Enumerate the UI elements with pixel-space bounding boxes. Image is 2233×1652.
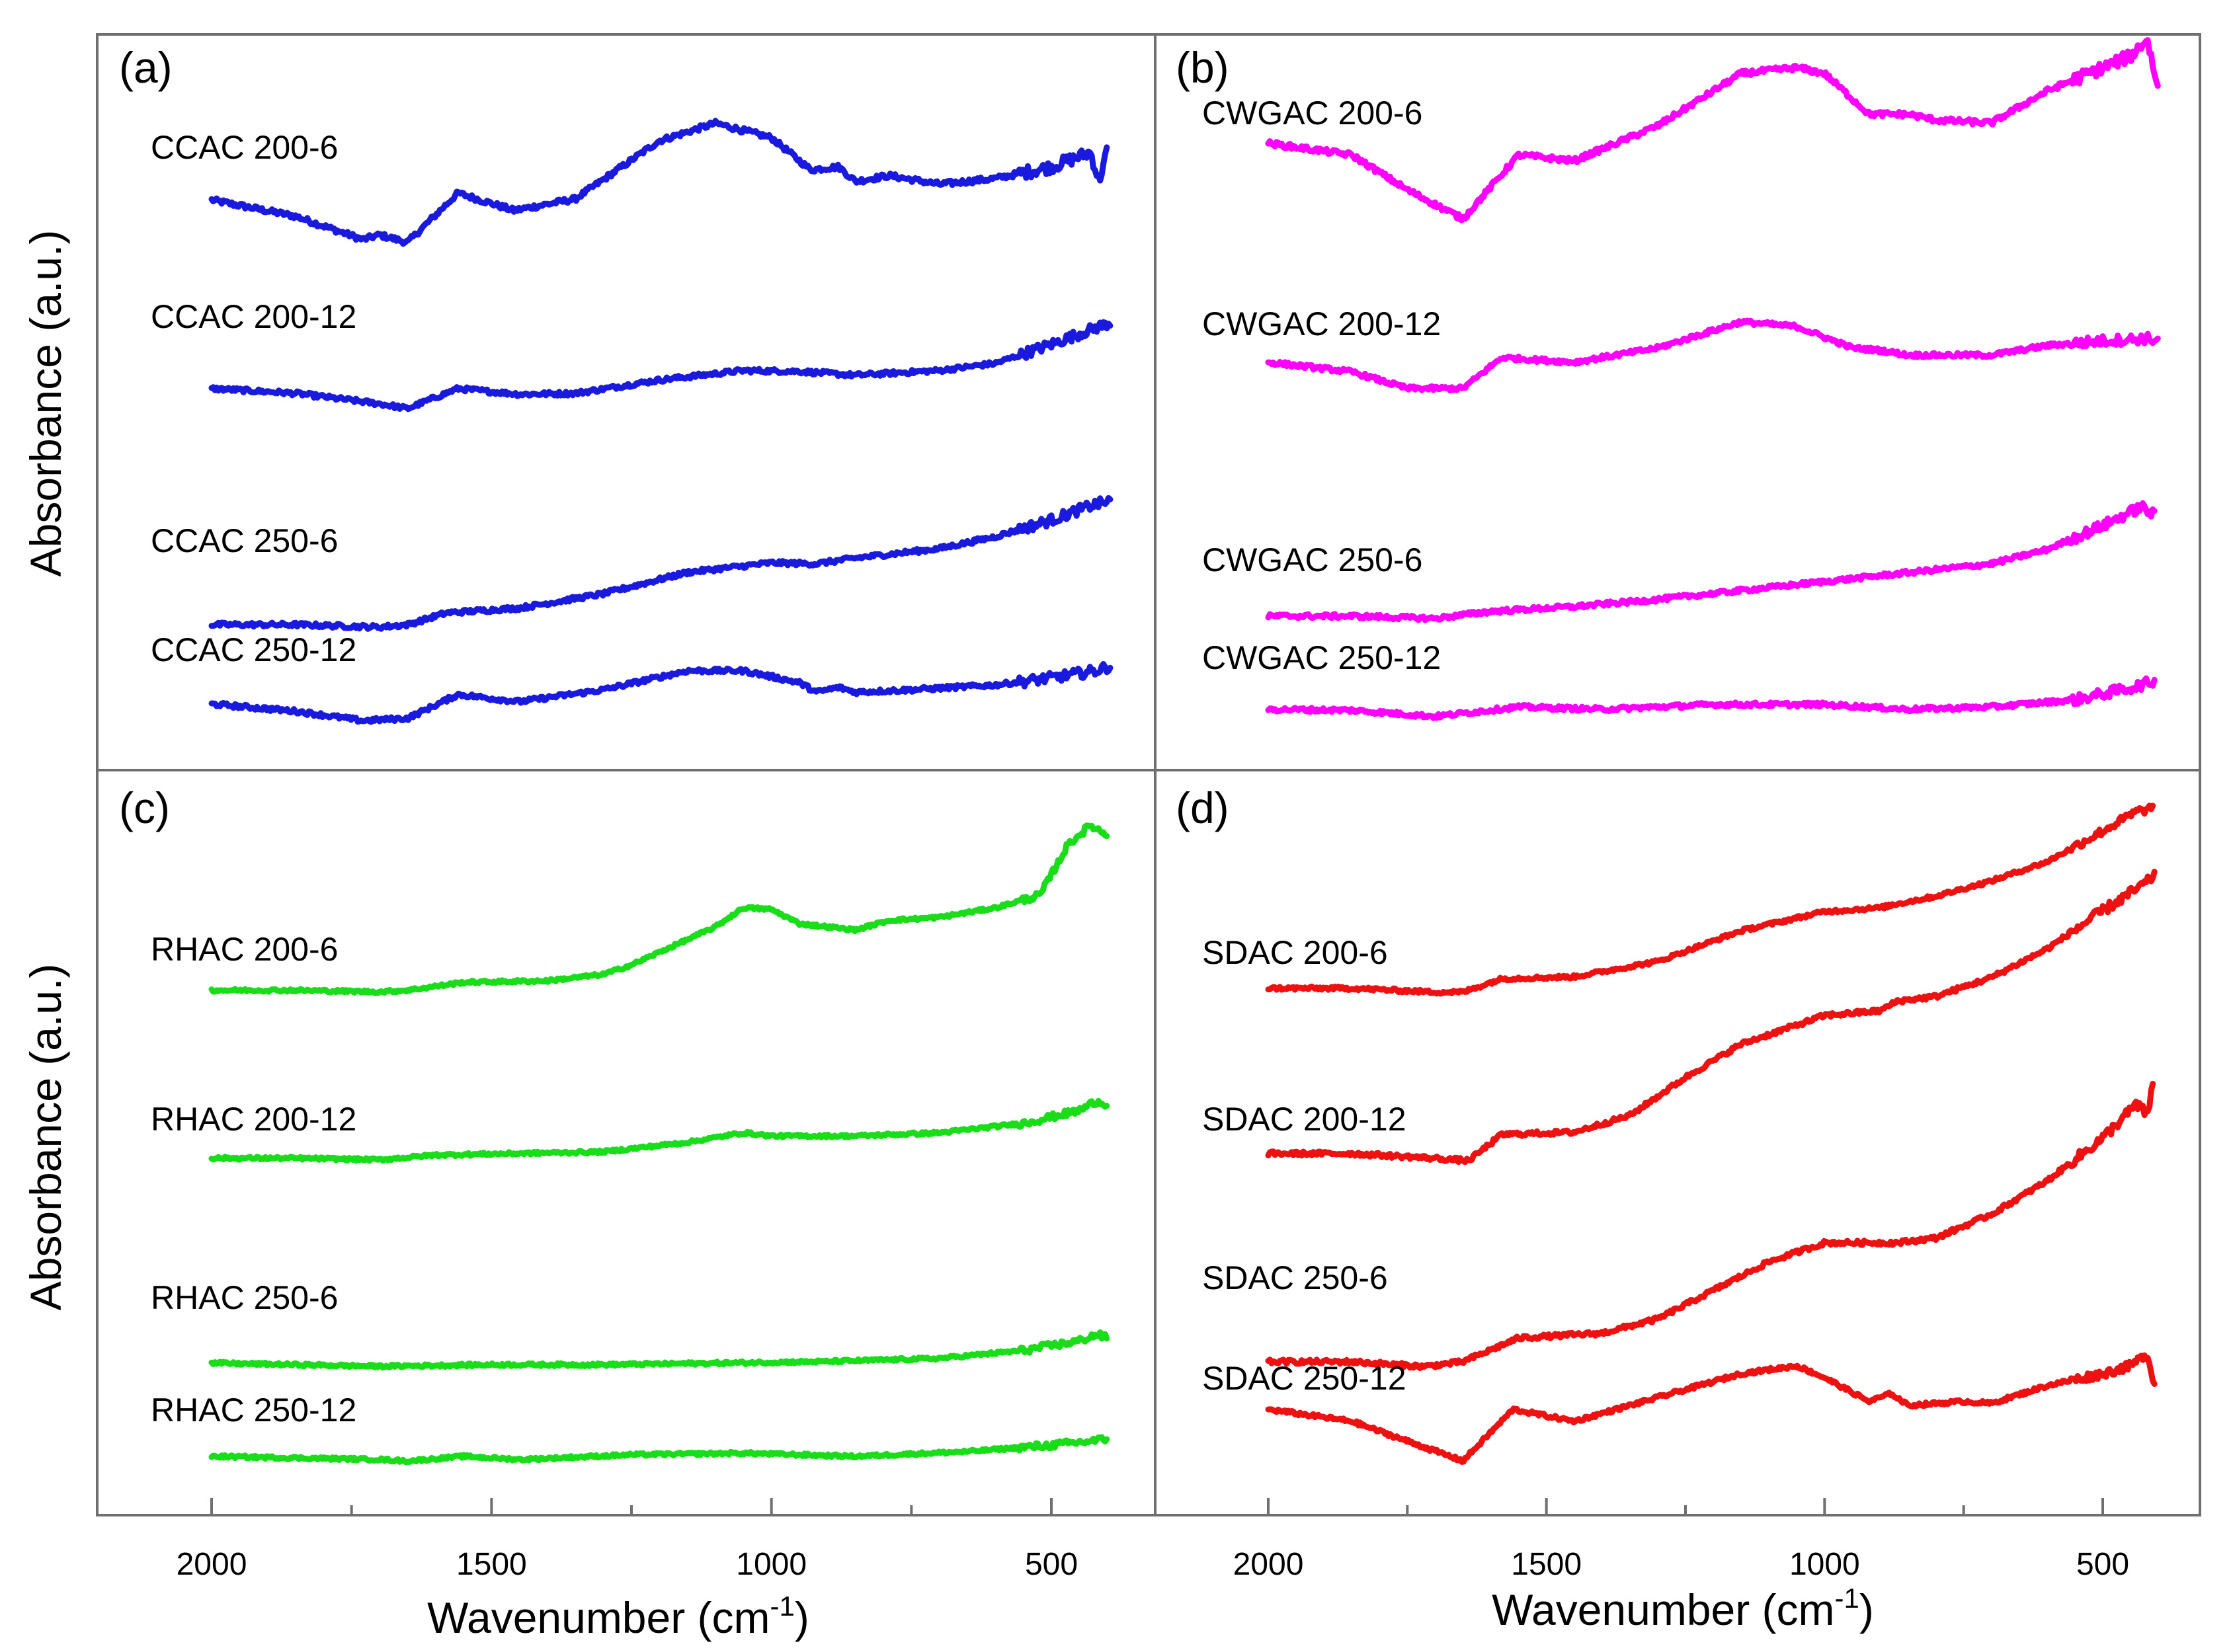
x-tick-label: 1000 <box>736 1547 807 1582</box>
panel-b: (b)CWGAC 200-6 CWGAC 200-12 CWGAC 250-6 CWG… <box>1176 37 2161 721</box>
series-label: RHAC 200-12 <box>151 1101 356 1138</box>
x-axis-title-right-main: Wavenumber (cm <box>1492 1585 1834 1634</box>
x-axis-title-right: Wavenumber (cm-1) <box>1492 1583 1874 1634</box>
series-label: SDAC 200-12 <box>1202 1101 1406 1138</box>
x-tick-label: 1000 <box>1789 1547 1860 1582</box>
series-line <box>208 661 1114 725</box>
x-tick-label: 2000 <box>177 1547 247 1582</box>
series-line <box>1265 803 2156 997</box>
panel-label: (c) <box>119 783 170 832</box>
series-label: RHAC 200-6 <box>151 931 338 968</box>
x-axis-ticks: 2000 1500 1000 500 2000 1500 1000 500 <box>177 1498 2129 1582</box>
series-label: CWGAC 250-6 <box>1202 541 1422 578</box>
y-axis-title-top: Absorbance (a.u.) <box>21 230 70 577</box>
y-axis-title-bottom: Absorbance (a.u.) <box>21 964 70 1311</box>
series-line <box>1265 1352 2158 1465</box>
panel-label: (d) <box>1176 783 1229 832</box>
series-label: SDAC 250-6 <box>1202 1259 1388 1296</box>
series-line <box>208 494 1114 632</box>
series-label: CCAC 200-6 <box>151 129 338 166</box>
series-label: CCAC 250-6 <box>151 522 338 559</box>
series-label: CCAC 200-12 <box>151 298 356 335</box>
x-tick-label: 1500 <box>1511 1547 1582 1582</box>
x-tick-label: 2000 <box>1233 1547 1304 1582</box>
series-line <box>1265 869 2158 1165</box>
series-label: CWGAC 200-6 <box>1202 95 1422 132</box>
panel-label: (b) <box>1176 43 1229 92</box>
series-line <box>1265 675 2158 721</box>
right-plot-frame <box>1154 33 2201 1516</box>
series-line <box>1265 37 2161 223</box>
series-line <box>208 319 1114 413</box>
series-line <box>1265 500 2158 623</box>
panel-d: (d) SDAC 200-6 SDAC 200-12 SDAC 250-6 SDAC 2… <box>1176 783 2158 1465</box>
panels: (a) CCAC 200-6 CCAC 200-12 CCAC 250-6 CCAC 2… <box>119 37 2161 1466</box>
panel-a: (a) CCAC 200-6 CCAC 200-12 CCAC 250-6 CCAC 2… <box>119 43 1114 725</box>
x-axis-title-left-sup: -1 <box>770 1591 795 1622</box>
series-label: RHAC 250-12 <box>151 1392 356 1429</box>
panel-label: (a) <box>119 43 173 92</box>
x-axis-title-left-main: Wavenumber (cm <box>427 1593 770 1642</box>
panel-c: (c) RHAC 200-6 RHAC 200-12 RHAC 250-6 RHAC 2… <box>119 783 1110 1466</box>
x-axis-title-left: Wavenumber (cm-1) <box>427 1591 809 1642</box>
series-label: CWGAC 250-12 <box>1202 639 1441 676</box>
x-tick-label: 500 <box>2076 1547 2129 1582</box>
x-tick-label: 1500 <box>456 1547 527 1582</box>
series-line <box>208 822 1110 996</box>
x-tick-label: 500 <box>1025 1547 1078 1582</box>
series-line <box>208 1097 1110 1164</box>
x-axis-title-right-close: ) <box>1859 1585 1874 1634</box>
x-axis-title-right-sup: -1 <box>1835 1583 1859 1614</box>
series-label: CWGAC 200-12 <box>1202 305 1441 342</box>
series-label: RHAC 250-6 <box>151 1279 338 1316</box>
series-line <box>1265 317 2161 393</box>
series-label: SDAC 200-6 <box>1202 934 1388 971</box>
series-line <box>208 118 1110 247</box>
series-label: SDAC 250-12 <box>1202 1360 1406 1397</box>
x-axis-title-left-close: ) <box>795 1593 809 1642</box>
series-line <box>208 1329 1110 1371</box>
series-line <box>1265 1080 2156 1371</box>
series-line <box>208 1434 1110 1466</box>
series-label: CCAC 250-12 <box>151 631 356 668</box>
